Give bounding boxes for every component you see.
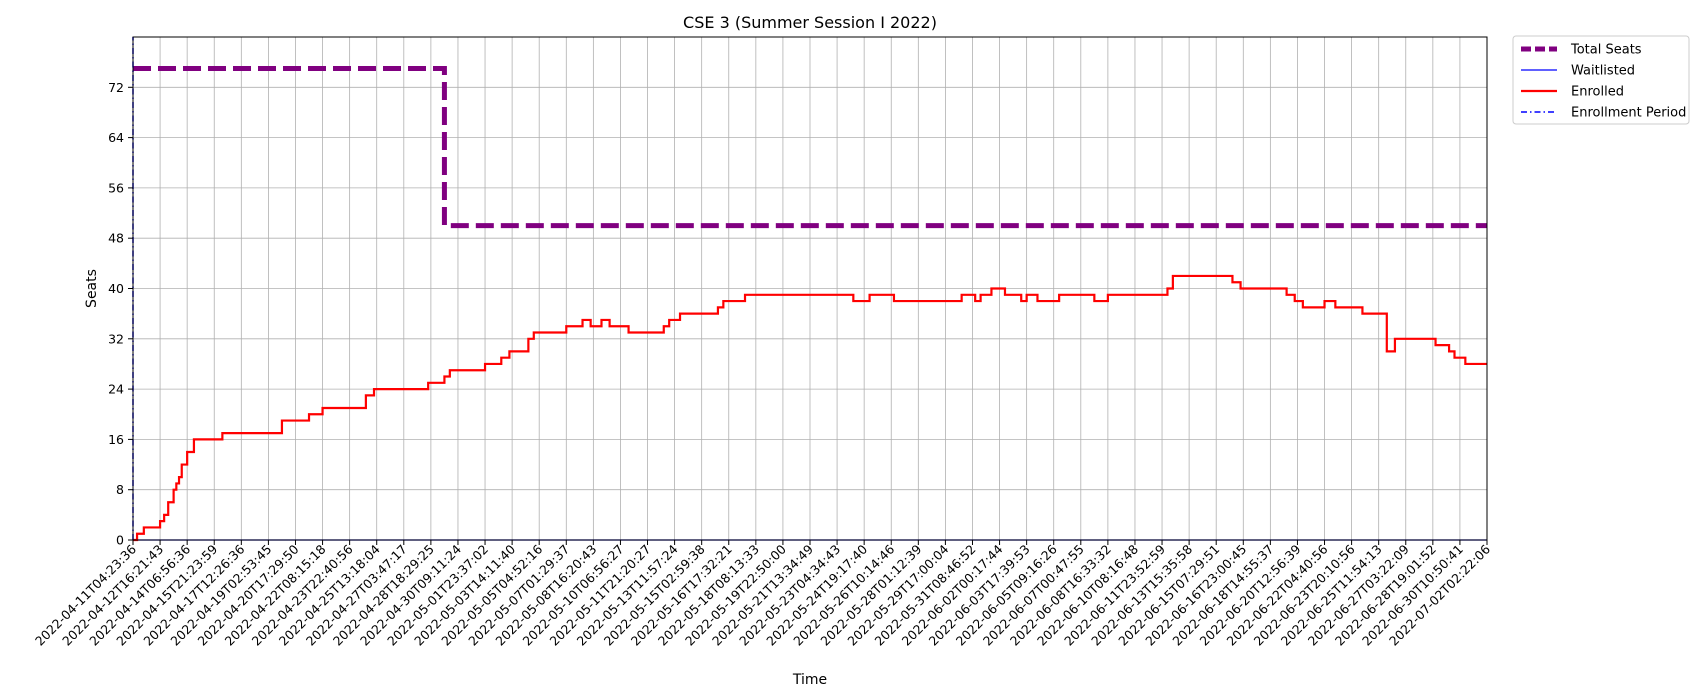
y-tick-label: 8 xyxy=(116,482,124,497)
chart-title: CSE 3 (Summer Session I 2022) xyxy=(683,13,937,32)
y-tick-label: 16 xyxy=(108,432,124,447)
series-enrolled xyxy=(133,274,1487,542)
y-tick-label: 72 xyxy=(108,80,124,95)
legend-label: Waitlisted xyxy=(1571,64,1635,79)
y-tick-label: 40 xyxy=(108,281,124,296)
y-tick-label: 24 xyxy=(108,382,124,397)
grid xyxy=(132,37,1488,541)
legend-label: Enrollment Period xyxy=(1571,106,1686,121)
series-total-seats xyxy=(133,65,1487,229)
legend: Total Seats Waitlisted Enrolled Enrollment … xyxy=(1512,35,1690,125)
y-tick-label: 48 xyxy=(108,231,124,246)
legend-label: Enrolled xyxy=(1571,85,1624,100)
legend-box xyxy=(1512,35,1690,125)
x-axis-title: Time xyxy=(792,672,827,688)
y-tick-label: 64 xyxy=(108,130,124,145)
y-tick-label: 0 xyxy=(116,533,124,548)
legend-label: Total Seats xyxy=(1570,43,1642,58)
y-tick-label: 56 xyxy=(108,180,124,195)
y-axis-title: Seats xyxy=(84,269,100,308)
y-tick-label: 32 xyxy=(108,331,124,346)
